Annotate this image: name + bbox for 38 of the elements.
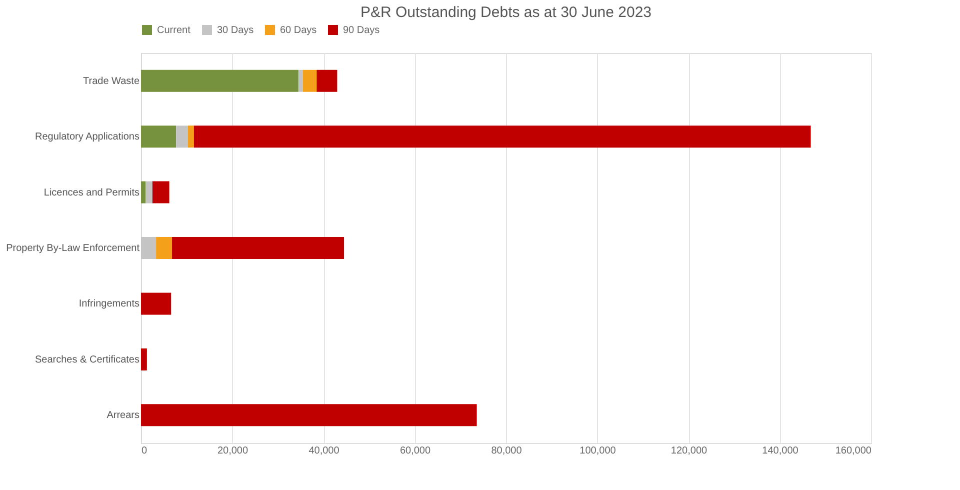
x-tick-label: 40,000 xyxy=(308,446,340,456)
bar xyxy=(146,181,152,204)
bar xyxy=(172,237,344,259)
bar xyxy=(152,181,170,204)
y-tick-label: Licences and Permits xyxy=(44,187,140,198)
legend-label: Current xyxy=(157,25,191,36)
x-tick-label: 140,000 xyxy=(762,446,799,456)
bar xyxy=(156,237,172,259)
y-tick-label: Regulatory Applications xyxy=(34,132,140,143)
bar xyxy=(194,126,811,148)
legend-label: 90 Days xyxy=(343,25,380,36)
y-tick-label: Trade Waste xyxy=(83,76,140,87)
bar xyxy=(141,237,156,259)
bar xyxy=(302,70,317,92)
bar xyxy=(141,404,477,426)
y-tick-label: Property By-Law Enforcement xyxy=(6,243,140,254)
x-tick-label: 80,000 xyxy=(491,446,522,456)
x-tick-label: 20,000 xyxy=(217,446,248,456)
y-tick-label: Searches & Certificates xyxy=(35,354,140,366)
bar xyxy=(141,126,176,148)
legend-label: 30 Days xyxy=(217,25,254,36)
bar xyxy=(316,70,338,92)
x-tick-label: 100,000 xyxy=(580,446,616,456)
bar xyxy=(141,181,146,204)
x-tick-label: 120,000 xyxy=(670,446,708,456)
bar xyxy=(188,126,194,148)
y-tick-label: Arrears xyxy=(106,410,140,422)
y-tick-label: Infringements xyxy=(78,298,140,310)
bar xyxy=(141,348,147,370)
x-tick-label: 60,000 xyxy=(400,446,431,456)
legend-label: 60 Days xyxy=(280,25,317,36)
bar xyxy=(298,70,303,92)
bar xyxy=(141,70,298,92)
chart-title: P&R Outstanding Debts as at 30 June 2023 xyxy=(360,4,652,21)
x-tick-label: 160,000 xyxy=(835,446,872,456)
bar xyxy=(176,126,188,148)
x-tick-label: 0 xyxy=(142,446,148,456)
bar xyxy=(141,292,172,315)
